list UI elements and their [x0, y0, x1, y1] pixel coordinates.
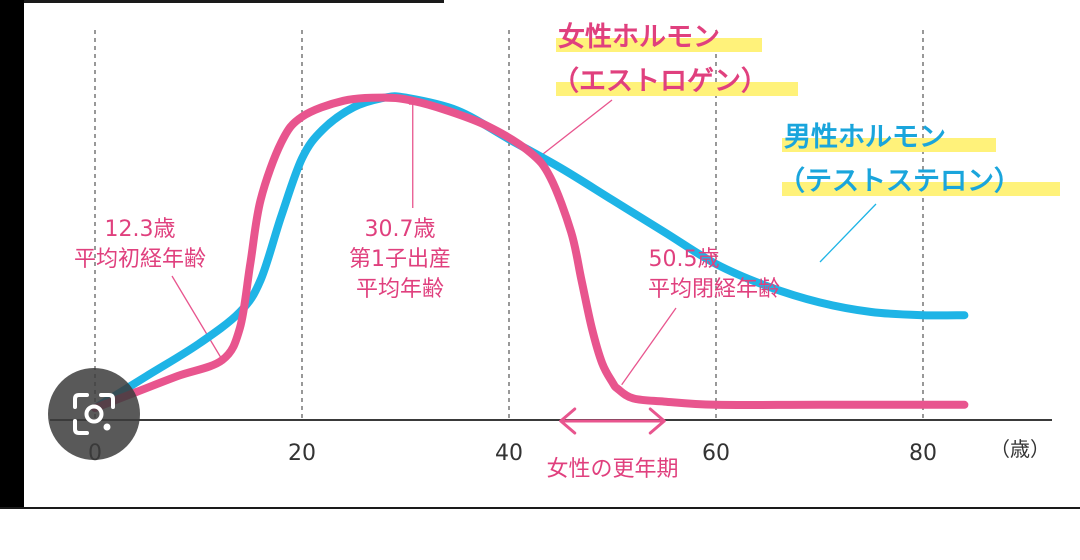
legend-highlight	[782, 138, 996, 152]
annotation-menarche-age: 12.3歳	[105, 217, 176, 242]
legend-highlight	[556, 82, 798, 96]
legend-female: 女性ホルモン （エストロゲン）	[552, 21, 798, 97]
legend-highlight	[556, 38, 762, 52]
menopause-range: 女性の更年期	[546, 407, 679, 482]
x-axis-unit: （歳）	[990, 437, 1050, 461]
x-tick-label: 60	[702, 441, 730, 466]
annotation-first-birth-label: 第1子出産	[349, 247, 451, 272]
legend-male: 男性ホルモン （テストステロン）	[778, 122, 1060, 197]
bottom-border	[0, 507, 1080, 509]
legend-highlight	[782, 182, 1060, 196]
series-line-female	[91, 93, 969, 412]
leader-menopause	[621, 307, 677, 386]
left-edge-bar	[0, 0, 24, 508]
annotations: 12.3歳 平均初経年齢 30.7歳 第1子出産 平均年齢 50.5歳 平均閉経…	[74, 217, 780, 302]
annotation-first-birth-age: 30.7歳	[365, 217, 436, 242]
annotation-first-birth-label-2: 平均年齢	[356, 277, 444, 302]
leader-female-legend	[534, 99, 613, 161]
legend-male-line2: （テストステロン）	[778, 166, 1021, 197]
google-lens-icon[interactable]	[48, 368, 140, 460]
leader-menarche	[171, 275, 223, 361]
leader-male-legend	[819, 203, 877, 263]
x-tick-labels: 020406080	[88, 441, 937, 466]
x-tick-label: 40	[495, 441, 523, 466]
annotation-menopause-label: 平均閉経年齢	[648, 277, 780, 302]
range-label: 女性の更年期	[546, 457, 678, 482]
annotation-menopause-age: 50.5歳	[649, 247, 720, 272]
legend-female-line1: 女性ホルモン	[558, 21, 720, 53]
lens-glyph	[73, 393, 115, 435]
range-double-arrow	[559, 407, 666, 435]
x-tick-label: 80	[909, 441, 937, 466]
x-tick-label: 20	[288, 441, 316, 466]
top-border	[24, 0, 444, 3]
legend-male-line1: 男性ホルモン	[784, 122, 946, 153]
legend-female-line2: （エストロゲン）	[552, 66, 768, 97]
annotation-menarche-label: 平均初経年齢	[74, 247, 206, 272]
